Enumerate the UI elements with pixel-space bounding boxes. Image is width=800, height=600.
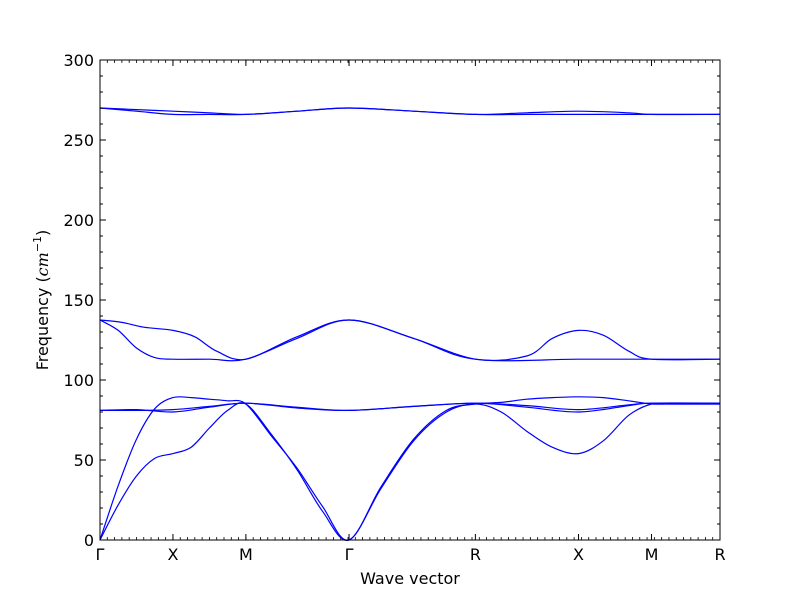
band-line-4 [99, 402, 721, 412]
series-layer [99, 107, 721, 541]
y-axis-label: Frequency (cm−1) [31, 230, 52, 371]
x-tick-label: Γ [96, 545, 105, 564]
y-axis-label-close: ) [33, 230, 52, 236]
y-tick-label: 150 [63, 291, 94, 310]
x-tick-label: M [645, 545, 659, 564]
x-tick-label: M [239, 545, 253, 564]
y-axis-label-text: Frequency ( [33, 276, 52, 370]
band-line-5 [99, 319, 721, 362]
x-tick-label: X [167, 545, 178, 564]
y-axis-label-exponent: −1 [31, 236, 44, 252]
x-tick-label: R [714, 545, 725, 564]
band-line-1 [99, 402, 720, 541]
plot-frame [99, 59, 721, 541]
y-tick-label: 200 [63, 211, 94, 230]
band-line-6 [99, 319, 720, 362]
y-tick-label: 100 [63, 371, 94, 390]
band-line-2 [99, 396, 720, 541]
y-tick-label: 50 [74, 451, 94, 470]
y-tick-label: 250 [63, 131, 94, 150]
tick-layer: 0 50 100 150 200 250 300 Γ X M Γ R X M R [63, 51, 725, 564]
x-axis-label: Wave vector [360, 569, 460, 588]
x-tick-label: X [573, 545, 584, 564]
y-tick-label: 0 [84, 531, 94, 550]
x-tick-label: R [470, 545, 481, 564]
x-tick-label: Γ [345, 545, 354, 564]
band-line-8 [99, 107, 720, 116]
y-tick-label: 300 [63, 51, 94, 70]
y-axis-label-unit: cm [33, 252, 52, 276]
